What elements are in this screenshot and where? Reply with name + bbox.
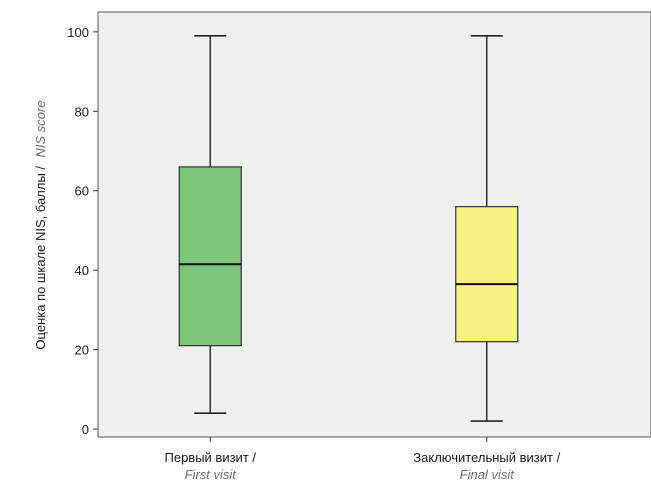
x-category-sublabel: Final visit: [460, 467, 516, 482]
x-category-sublabel: First visit: [185, 467, 238, 482]
y-axis: 0 20 40 60 80 100: [67, 25, 98, 437]
y-tick-label: 100: [67, 25, 89, 40]
x-category-label: Первый визит /: [165, 450, 257, 465]
iqr-box: [178, 166, 242, 347]
y-tick-label: 80: [75, 104, 89, 119]
y-axis-label: Оценка по шкале NIS, баллы /: [33, 166, 48, 350]
y-tick-label: 20: [75, 343, 89, 358]
x-category-label: Заключительный визит /: [413, 450, 560, 465]
y-axis-title: Оценка по шкале NIS, баллы / NIS score: [32, 100, 49, 349]
iqr-box: [455, 206, 519, 343]
y-axis-label-sub: NIS score: [33, 100, 48, 157]
box-2: [455, 35, 519, 422]
y-tick-label: 0: [82, 422, 89, 437]
box-1: [178, 35, 242, 414]
y-tick-label: 40: [75, 263, 89, 278]
y-tick-label: 60: [75, 184, 89, 199]
x-axis: Первый визит / First visit Заключительный …: [165, 437, 561, 482]
boxes: [178, 35, 519, 422]
